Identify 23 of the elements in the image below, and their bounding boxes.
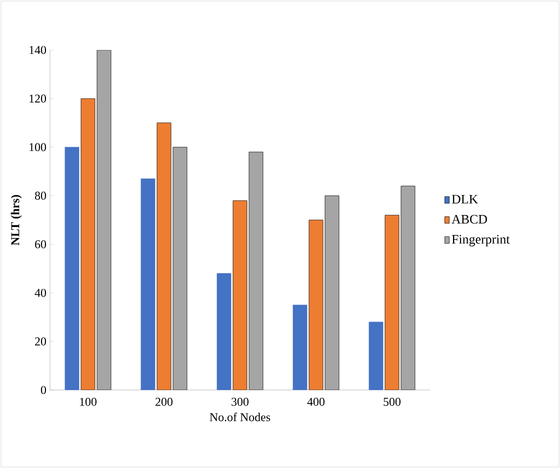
y-tick-label: 40: [34, 288, 46, 297]
y-tick-label: 140: [30, 46, 46, 54]
y-axis-title: NLT (hrs): [10, 195, 22, 246]
bar: [232, 200, 248, 390]
y-tick-label: 60: [35, 240, 46, 248]
bar: [156, 122, 172, 390]
x-axis-title: No.of Nodes: [210, 412, 270, 422]
bar: [384, 214, 400, 390]
y-tick-label: 0: [40, 386, 46, 394]
legend-label: Fingerprint: [452, 234, 510, 246]
x-tick-label: 200: [156, 398, 173, 406]
y-tick-label: 20: [35, 337, 46, 346]
bar: [80, 98, 96, 390]
x-tick-label: 100: [80, 398, 97, 406]
legend-label: ABCD: [452, 214, 487, 224]
x-tick-label: 300: [232, 398, 249, 406]
x-tick-label: 500: [384, 398, 401, 406]
legend-label: DLK: [452, 194, 478, 204]
y-tick-label: 100: [30, 143, 46, 152]
y-tick-label: 80: [34, 192, 46, 200]
bar: [308, 220, 324, 390]
y-tick-label: 120: [30, 94, 46, 103]
x-tick-label: 400: [307, 398, 325, 406]
